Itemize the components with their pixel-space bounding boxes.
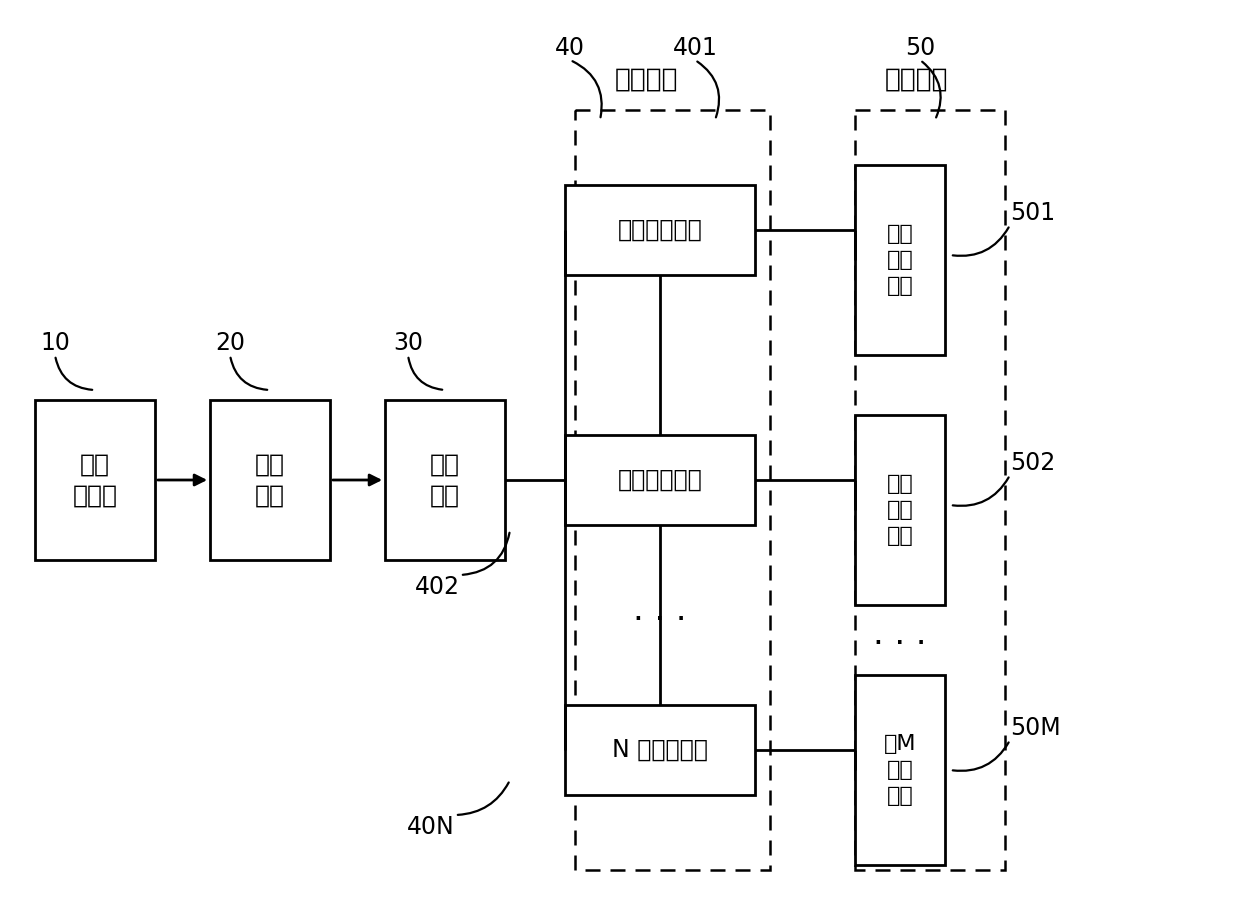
Text: 401: 401 — [672, 36, 718, 60]
Bar — [565, 705, 755, 795]
Text: 50: 50 — [905, 36, 935, 60]
Text: 第M
集成
灯珠: 第M 集成 灯珠 — [884, 734, 916, 806]
Text: 电源
模块: 电源 模块 — [255, 453, 285, 508]
Text: 一路驱动电路: 一路驱动电路 — [618, 218, 702, 242]
Bar — [565, 185, 755, 275]
Text: . . .: . . . — [873, 619, 926, 651]
Text: 驱动模块: 驱动模块 — [615, 67, 678, 93]
Bar — [856, 415, 945, 605]
Text: 402: 402 — [415, 575, 460, 599]
Text: 发光模块: 发光模块 — [885, 67, 949, 93]
Bar — [565, 435, 755, 525]
Bar — [35, 400, 155, 560]
Text: 二路驱动电路: 二路驱动电路 — [618, 468, 702, 492]
Bar — [575, 110, 770, 870]
Text: 501: 501 — [1011, 201, 1055, 225]
Text: N 路驱动电路: N 路驱动电路 — [613, 738, 708, 762]
Bar — [856, 675, 945, 865]
Text: 第二
集成
灯珠: 第二 集成 灯珠 — [887, 473, 914, 546]
Text: 20: 20 — [215, 331, 246, 355]
Bar — [384, 400, 505, 560]
Text: 10: 10 — [40, 331, 69, 355]
Bar — [210, 400, 330, 560]
Text: 50M: 50M — [1011, 716, 1060, 740]
Text: 502: 502 — [1011, 451, 1055, 475]
Text: 30: 30 — [393, 331, 423, 355]
Bar — [856, 110, 1004, 870]
Bar — [856, 165, 945, 355]
Text: 40N: 40N — [407, 815, 455, 839]
Text: . . .: . . . — [634, 593, 687, 627]
Text: 外部
交流电: 外部 交流电 — [72, 453, 118, 508]
Text: 40: 40 — [556, 36, 585, 60]
Text: 第一
集成
灯珠: 第一 集成 灯珠 — [887, 224, 914, 297]
Text: 控制
模块: 控制 模块 — [430, 453, 460, 508]
